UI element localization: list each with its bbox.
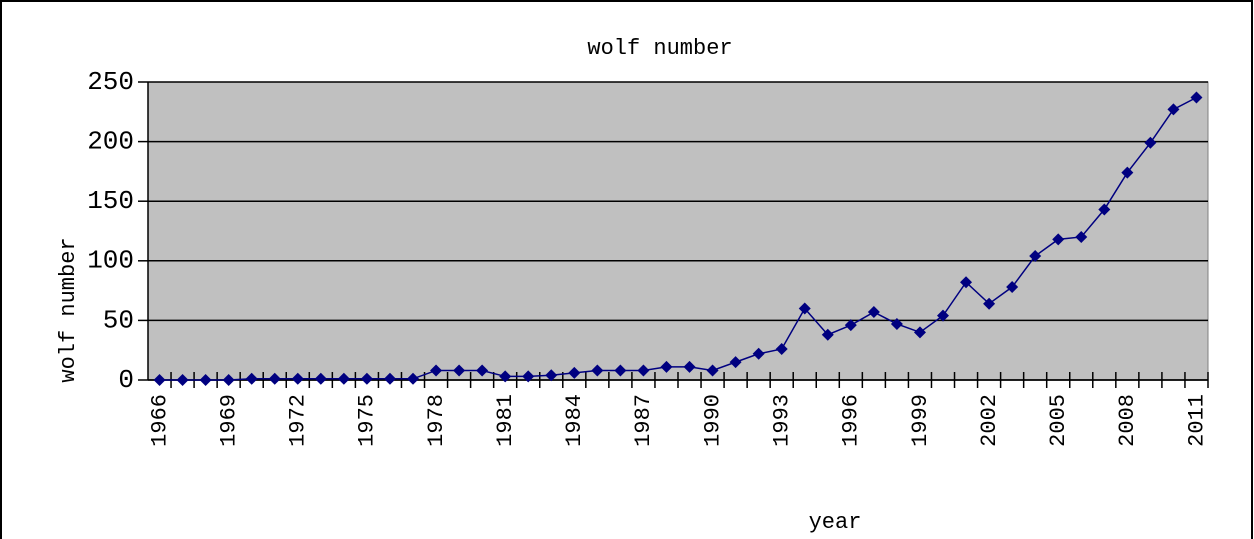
data-point bbox=[660, 360, 673, 373]
x-axis-label: year bbox=[809, 510, 862, 535]
x-tick-label: 2011 bbox=[1184, 394, 1209, 447]
y-tick-label: 150 bbox=[87, 186, 134, 216]
data-point bbox=[706, 364, 719, 377]
data-point bbox=[1052, 233, 1065, 246]
x-tick-label: 2005 bbox=[1046, 394, 1071, 447]
data-point bbox=[821, 328, 834, 341]
data-point bbox=[983, 297, 996, 310]
data-point bbox=[545, 369, 558, 382]
data-point bbox=[153, 374, 166, 386]
data-point bbox=[913, 326, 926, 339]
data-point bbox=[383, 372, 396, 385]
data-point bbox=[937, 309, 949, 322]
data-point bbox=[291, 372, 304, 385]
data-point bbox=[268, 372, 281, 385]
data-point bbox=[499, 370, 512, 383]
data-point bbox=[729, 356, 742, 369]
x-tick-label: 1969 bbox=[216, 394, 241, 447]
data-point bbox=[176, 374, 189, 386]
data-point bbox=[222, 374, 235, 386]
x-tick-label: 1993 bbox=[770, 394, 795, 447]
x-tick-label: 2008 bbox=[1115, 394, 1140, 447]
x-tick-label: 1975 bbox=[355, 394, 380, 447]
data-point bbox=[407, 372, 419, 385]
data-point bbox=[683, 360, 696, 373]
data-point bbox=[245, 372, 258, 385]
y-tick-label: 250 bbox=[87, 67, 134, 97]
data-point bbox=[890, 317, 903, 330]
x-tick-label: 1981 bbox=[493, 394, 518, 447]
data-point bbox=[1167, 103, 1180, 116]
data-point bbox=[199, 374, 212, 386]
x-tick-label: 1987 bbox=[631, 394, 656, 447]
x-tick-label: 1990 bbox=[700, 394, 725, 447]
data-point bbox=[1075, 230, 1088, 243]
data-point bbox=[476, 364, 489, 377]
data-point bbox=[752, 347, 765, 360]
data-point bbox=[337, 372, 350, 385]
y-axis-label: wolf number bbox=[56, 237, 81, 382]
y-tick-label: 100 bbox=[87, 246, 134, 276]
data-point bbox=[591, 364, 604, 377]
data-point bbox=[960, 276, 973, 289]
y-tick-label: 0 bbox=[118, 365, 134, 395]
data-point bbox=[1190, 91, 1203, 104]
data-point bbox=[1144, 136, 1157, 149]
x-tick-label: 1999 bbox=[908, 394, 933, 447]
data-point bbox=[637, 364, 650, 377]
x-tick-label: 2002 bbox=[977, 394, 1002, 447]
data-point bbox=[1006, 281, 1019, 294]
chart-title: wolf number bbox=[587, 36, 732, 61]
data-point bbox=[1121, 166, 1134, 179]
y-tick-label: 50 bbox=[103, 305, 134, 335]
data-point bbox=[1029, 250, 1042, 263]
x-tick-label: 1978 bbox=[424, 394, 449, 447]
x-tick-label: 1972 bbox=[286, 394, 311, 447]
data-point bbox=[522, 370, 535, 383]
x-tick-label: 1984 bbox=[562, 394, 587, 447]
data-point bbox=[798, 302, 811, 315]
data-point bbox=[314, 372, 327, 385]
y-tick-label: 200 bbox=[87, 126, 134, 156]
series-line bbox=[159, 96, 1197, 381]
data-point bbox=[775, 343, 788, 356]
data-point bbox=[614, 364, 627, 377]
data-point bbox=[568, 366, 581, 379]
data-point bbox=[430, 364, 443, 377]
x-tick-label: 1966 bbox=[147, 394, 172, 447]
data-point bbox=[1098, 203, 1111, 216]
x-tick-label: 1996 bbox=[839, 394, 864, 447]
data-point bbox=[360, 372, 373, 385]
data-point bbox=[867, 306, 880, 319]
data-point bbox=[453, 364, 466, 377]
plot-area bbox=[147, 81, 1209, 381]
data-point bbox=[844, 319, 857, 332]
